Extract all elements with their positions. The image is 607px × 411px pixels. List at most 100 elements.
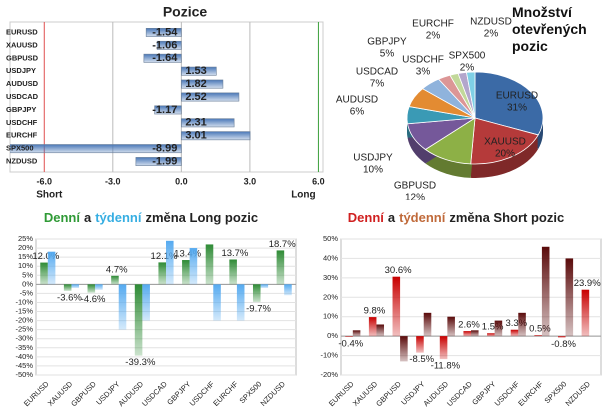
bar bbox=[581, 289, 590, 337]
y-tick-label: -35% bbox=[15, 343, 33, 352]
slice-value: 12% bbox=[405, 193, 425, 200]
value-label: 30.6% bbox=[385, 265, 412, 276]
slice-value: 31% bbox=[507, 103, 527, 114]
axis-annotation: Long bbox=[291, 190, 315, 200]
bar bbox=[565, 258, 574, 337]
category-label: AUDUSD bbox=[6, 79, 39, 88]
x-tick-label: 0.0 bbox=[175, 176, 188, 186]
slice-label: EURUSD bbox=[496, 91, 538, 102]
x-tick-label: -6.0 bbox=[37, 176, 53, 186]
value-label: 3.3% bbox=[505, 318, 527, 329]
category-label: USDCHF bbox=[6, 118, 38, 127]
pie-title: Množství otevřených pozic bbox=[512, 4, 587, 54]
x-tick-label: GBPUSD bbox=[69, 379, 98, 408]
category-label: EURUSD bbox=[6, 27, 38, 36]
bar bbox=[111, 275, 119, 285]
bar bbox=[447, 316, 455, 337]
value-label: -8.99 bbox=[152, 143, 177, 155]
bar bbox=[181, 92, 240, 102]
title-part: a bbox=[84, 210, 92, 225]
y-tick-label: 10% bbox=[323, 312, 338, 321]
bar bbox=[145, 28, 182, 37]
bar bbox=[47, 251, 56, 285]
x-tick-label: USDCAD bbox=[445, 379, 474, 408]
slice-label: AUDUSD bbox=[336, 95, 378, 106]
bar bbox=[541, 246, 550, 337]
value-label: -1.17 bbox=[152, 104, 177, 116]
value-label: 2.6% bbox=[458, 320, 480, 331]
value-label: 13.4% bbox=[174, 249, 201, 260]
bar bbox=[557, 336, 566, 338]
slice bbox=[470, 117, 539, 165]
value-label: 13.7% bbox=[221, 248, 248, 259]
y-tick-label: 10% bbox=[18, 261, 33, 270]
bar bbox=[154, 105, 182, 115]
value-label: 3.01 bbox=[185, 130, 206, 142]
value-label: -3.6% bbox=[57, 292, 82, 303]
y-tick-label: 25% bbox=[18, 234, 33, 243]
bar bbox=[142, 284, 150, 321]
slice-value: 2% bbox=[426, 31, 441, 42]
long-change-chart: Denní a týdenní změna Long pozic 25%20%15%10… bbox=[15, 210, 297, 408]
slice bbox=[466, 71, 476, 119]
value-label: -1.64 bbox=[152, 52, 178, 64]
title-part: týdenní bbox=[399, 210, 446, 225]
category-label: GBPUSD bbox=[6, 53, 39, 62]
x-tick-label: -3.0 bbox=[105, 176, 121, 186]
y-tick-label: -30% bbox=[15, 334, 33, 343]
y-tick-label: -50% bbox=[15, 370, 33, 379]
y-tick-label: 30% bbox=[323, 273, 338, 282]
value-label: -4.6% bbox=[81, 294, 106, 305]
category-label: EURCHF bbox=[6, 131, 38, 140]
y-tick-label: 5% bbox=[22, 270, 33, 279]
value-label: 12.1% bbox=[151, 251, 178, 262]
value-label: 0.5% bbox=[529, 324, 551, 335]
value-label: 12.0% bbox=[32, 251, 59, 262]
x-tick-label: USDCAD bbox=[140, 379, 169, 408]
bar bbox=[95, 284, 103, 290]
title-part: změna Short pozic bbox=[449, 210, 564, 225]
category-label: USDCAD bbox=[6, 92, 39, 101]
plot-frame bbox=[9, 21, 324, 173]
category-label: XAUUSD bbox=[6, 40, 38, 49]
x-tick-label: GBPUSD bbox=[374, 379, 403, 408]
bar bbox=[189, 248, 198, 285]
value-label: -39.3% bbox=[125, 357, 156, 368]
positions-chart: Pozice -6.0 -3.0 0.0 3.0 6.0 Short Long EURUSD -1… bbox=[6, 4, 325, 200]
x-tick-label: 6.0 bbox=[312, 176, 325, 186]
value-label: -0.8% bbox=[551, 339, 576, 350]
slice-value: 2% bbox=[484, 29, 499, 40]
bar bbox=[156, 40, 182, 50]
bar bbox=[416, 336, 424, 353]
bar bbox=[252, 284, 261, 302]
bar bbox=[376, 324, 385, 337]
value-label: 4.7% bbox=[106, 264, 128, 275]
value-label: -1.54 bbox=[152, 26, 178, 38]
axis-annotation: Short bbox=[36, 190, 63, 200]
bar bbox=[63, 284, 72, 291]
y-tick-label: -45% bbox=[15, 361, 33, 370]
bar bbox=[494, 320, 503, 337]
bar bbox=[400, 336, 408, 362]
slice-value: 7% bbox=[370, 79, 385, 90]
bar bbox=[135, 157, 182, 166]
bar bbox=[463, 331, 471, 337]
bar bbox=[181, 66, 217, 76]
value-label: 2.31 bbox=[185, 117, 206, 129]
category-label: USDJPY bbox=[6, 66, 36, 75]
x-tick-label: EURUSD bbox=[327, 379, 356, 408]
category-label: GBPJPY bbox=[6, 105, 36, 114]
bar bbox=[10, 144, 182, 154]
x-tick-label: EURUSD bbox=[22, 379, 51, 408]
y-tick-label: -25% bbox=[15, 325, 33, 334]
x-tick-label: EURCHF bbox=[211, 379, 240, 408]
bar bbox=[158, 262, 166, 285]
bar bbox=[423, 312, 432, 337]
y-tick-label: 20% bbox=[323, 292, 338, 301]
value-label: 23.9% bbox=[574, 278, 601, 289]
y-tick-label: 0% bbox=[327, 331, 338, 340]
bar bbox=[229, 259, 237, 285]
chart-title: Denní a týdenní změna Short pozic bbox=[348, 210, 564, 225]
